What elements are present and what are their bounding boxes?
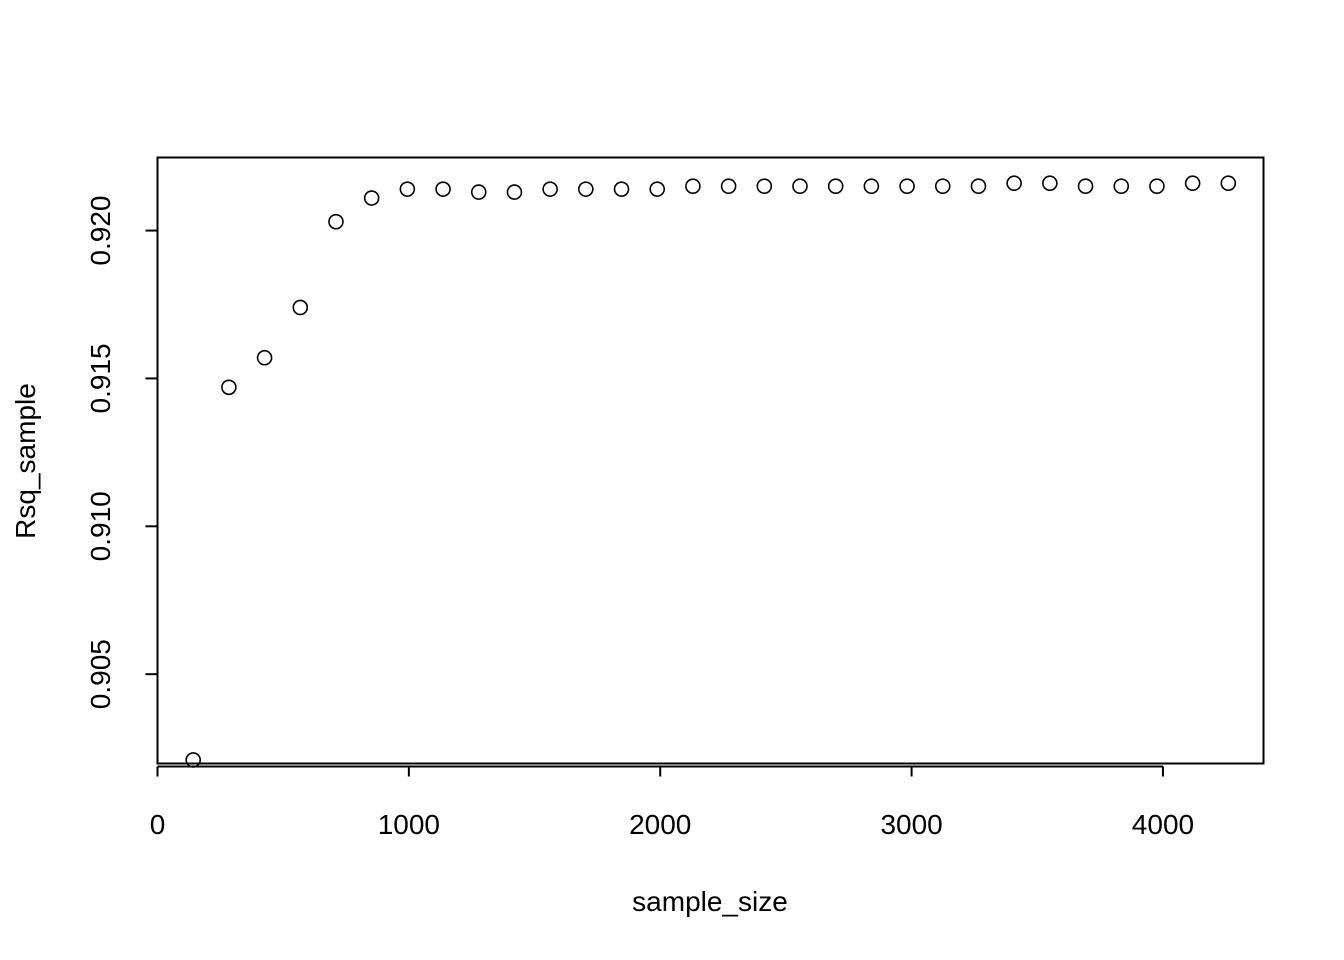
data-points	[185, 175, 1237, 768]
data-point	[1006, 175, 1022, 192]
y-axis: 0.905 0.910 0.915 0.920	[85, 196, 159, 709]
data-point	[1042, 175, 1058, 192]
data-point	[863, 178, 880, 194]
data-point	[1149, 178, 1165, 194]
y-tick-label: 0.905	[85, 639, 116, 709]
data-point	[292, 299, 309, 316]
data-point	[1220, 175, 1237, 192]
data-point	[720, 178, 737, 194]
data-point	[613, 181, 630, 197]
data-point	[221, 379, 237, 396]
data-point	[756, 178, 773, 194]
data-point	[899, 178, 915, 194]
data-point	[399, 181, 416, 197]
data-point	[435, 181, 451, 197]
data-point	[970, 178, 987, 194]
data-point	[1184, 175, 1201, 192]
x-tick-label: 3000	[880, 809, 942, 840]
y-axis-label: Rsq_sample	[10, 383, 41, 539]
y-tick-label: 0.920	[85, 196, 116, 266]
data-point	[470, 184, 487, 200]
data-point	[328, 213, 344, 230]
data-point	[256, 349, 273, 366]
x-tick-label: 4000	[1132, 809, 1194, 840]
x-axis-label: sample_size	[632, 886, 788, 917]
data-point	[1113, 178, 1130, 194]
x-tick-label: 0	[150, 809, 166, 840]
data-point	[363, 190, 380, 206]
data-point	[185, 752, 201, 768]
data-point	[685, 178, 701, 194]
y-tick-label: 0.915	[85, 343, 116, 413]
x-tick-label: 2000	[629, 809, 691, 840]
data-point	[827, 178, 844, 194]
x-axis: 0 1000 2000 3000 4000	[150, 765, 1194, 840]
data-point	[1077, 178, 1094, 194]
data-point	[578, 181, 594, 197]
x-tick-label: 1000	[378, 809, 440, 840]
data-point	[649, 181, 666, 197]
data-point	[792, 178, 808, 194]
y-tick-label: 0.910	[85, 491, 116, 561]
data-point	[506, 184, 523, 200]
data-point	[934, 178, 951, 194]
data-point	[542, 181, 558, 197]
plot-box	[156, 156, 1265, 765]
